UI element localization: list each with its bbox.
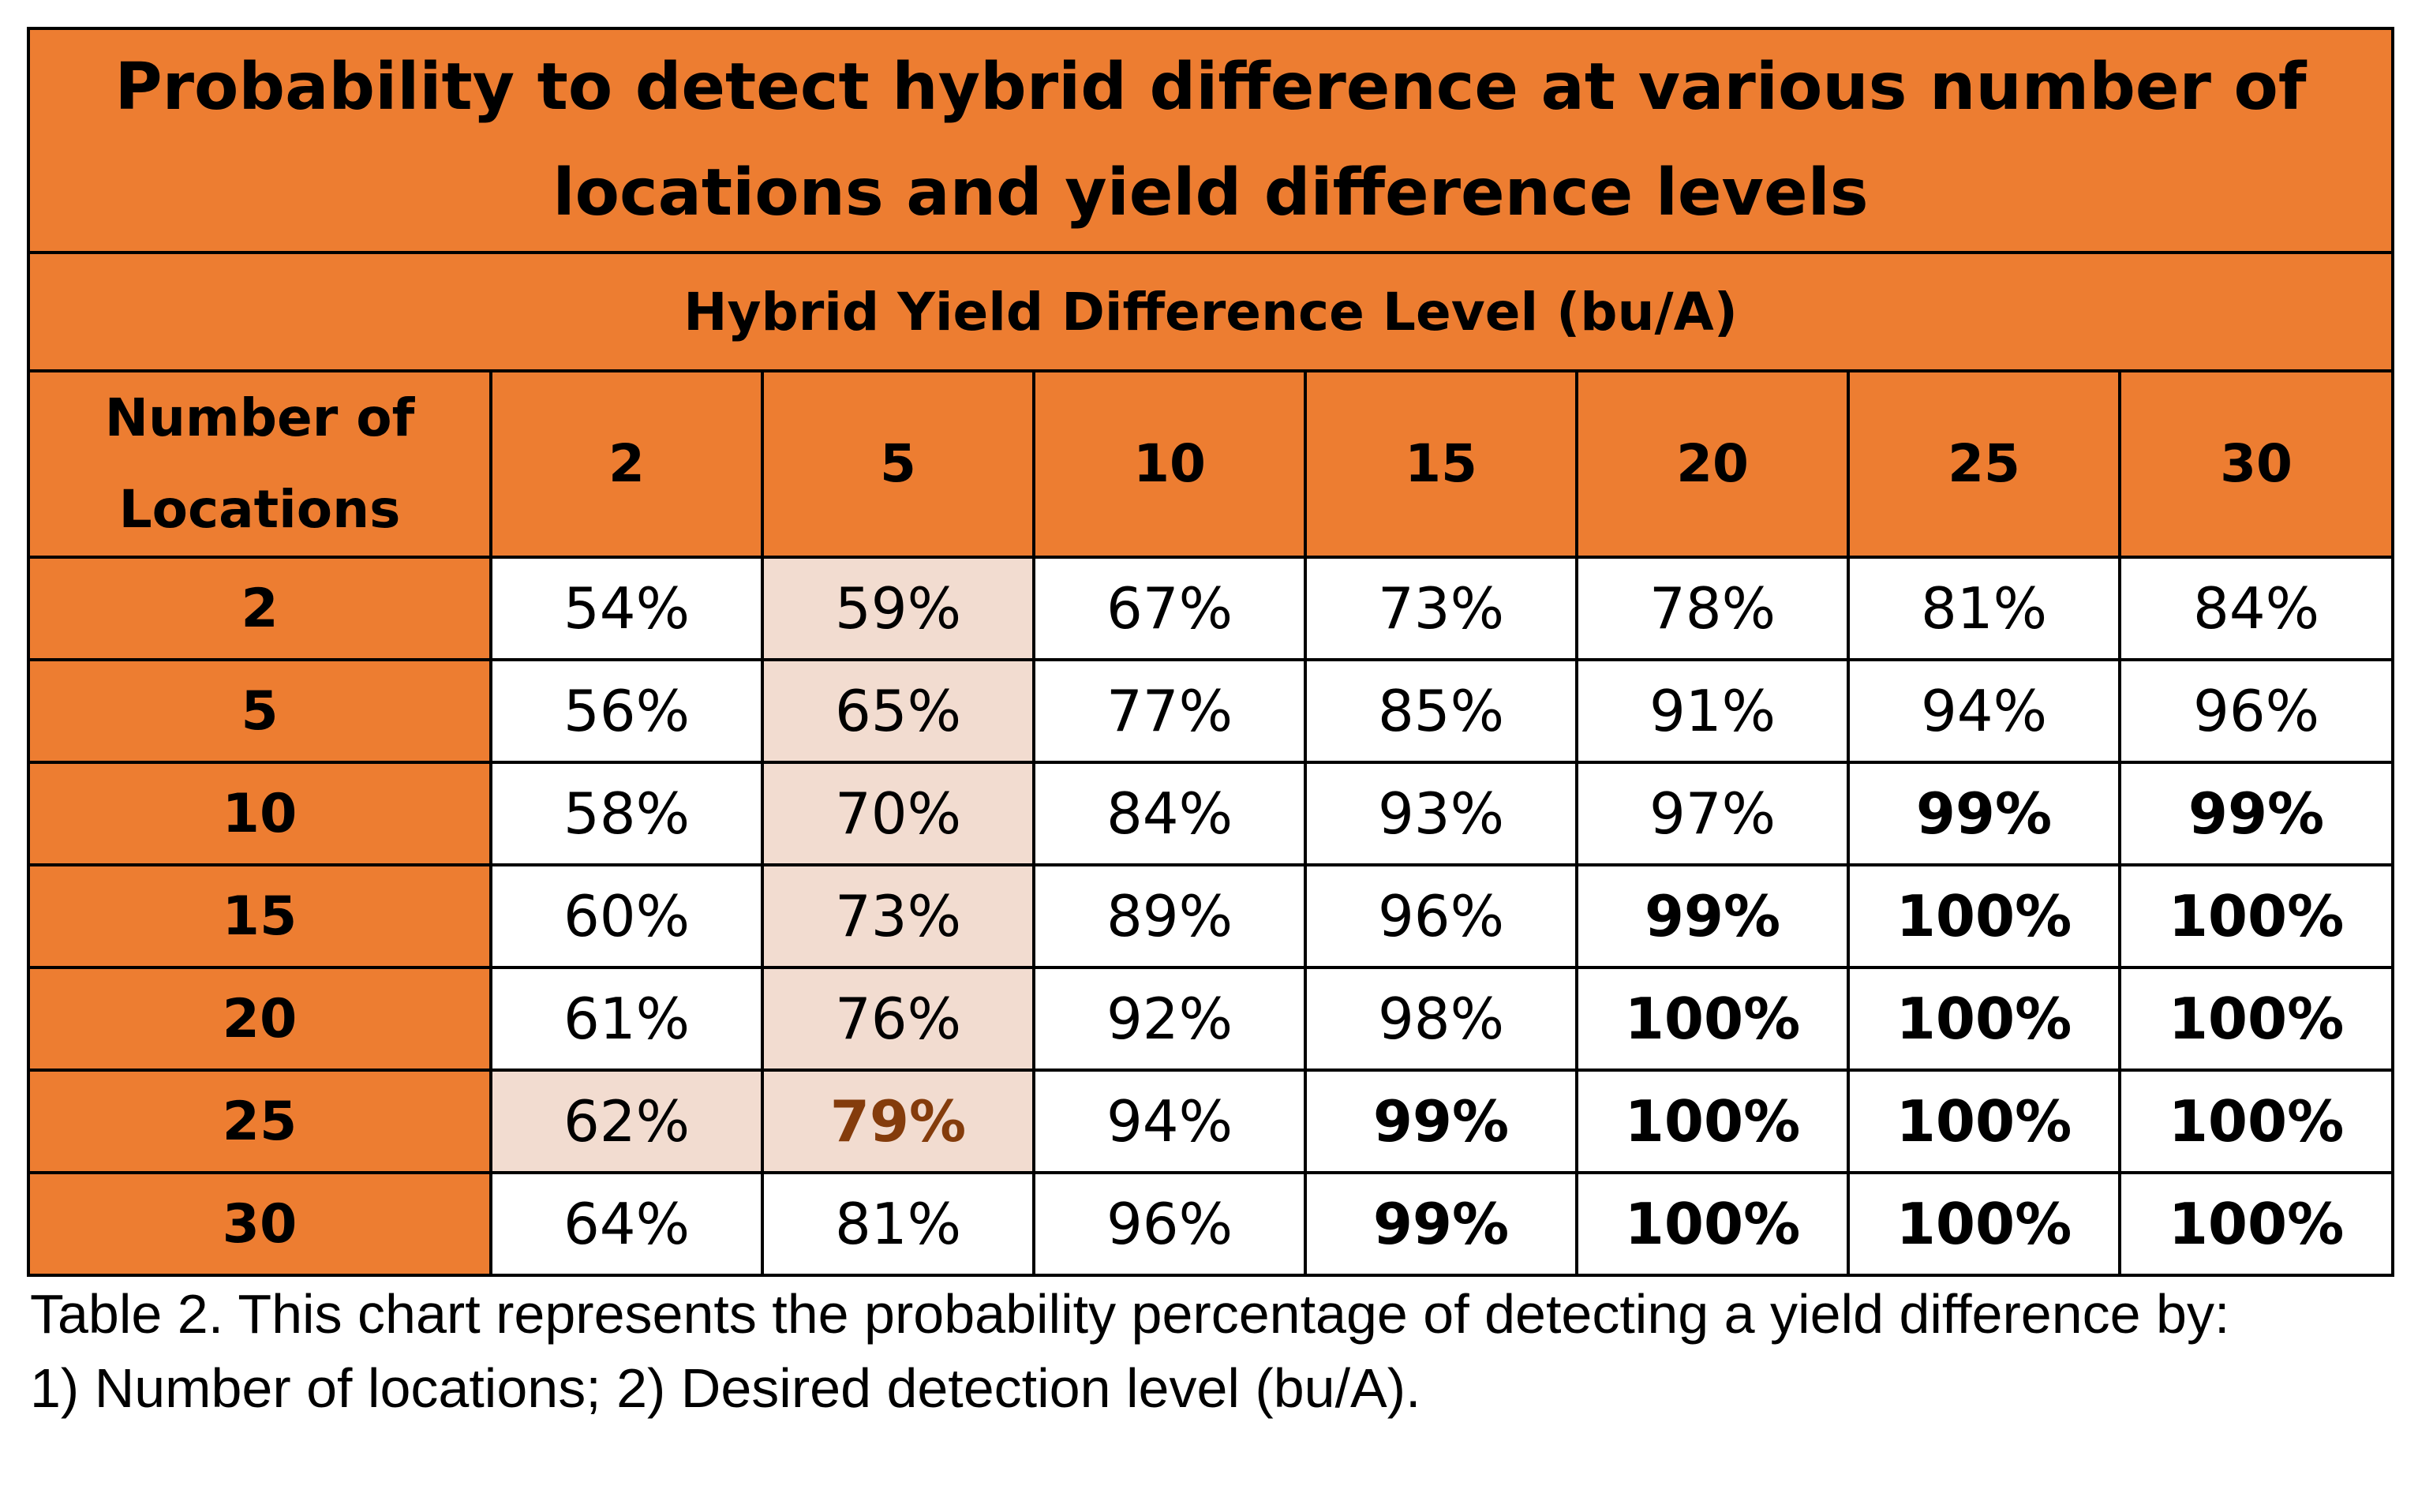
table-cell: 99% xyxy=(1575,863,1850,969)
column-header: 15 xyxy=(1304,369,1578,559)
column-header: 2 xyxy=(489,369,764,559)
table-cell: 100% xyxy=(2117,1171,2395,1277)
table-cell: 78% xyxy=(1575,556,1850,661)
table-cell: 81% xyxy=(1847,556,2121,661)
table-cell: 100% xyxy=(1847,1069,2121,1174)
table-row: 15 60% 73% 89% 96% 99% 100% 100% xyxy=(27,863,2395,969)
column-header: 25 xyxy=(1847,369,2121,559)
row-label: 25 xyxy=(27,1069,492,1174)
table-cell: 67% xyxy=(1032,556,1307,661)
table-cell: 93% xyxy=(1304,761,1578,866)
table-cell: 65% xyxy=(761,658,1035,764)
table-cell: 100% xyxy=(2117,863,2395,969)
table-cell: 94% xyxy=(1032,1069,1307,1174)
table-cell: 100% xyxy=(1847,863,2121,969)
table-cell: 98% xyxy=(1304,966,1578,1072)
table-cell: 60% xyxy=(489,863,764,969)
table-cell: 99% xyxy=(1304,1069,1578,1174)
table-cell: 76% xyxy=(761,966,1035,1072)
row-label: 5 xyxy=(27,658,492,764)
table-cell: 97% xyxy=(1575,761,1850,866)
table-row: 30 64% 81% 96% 99% 100% 100% 100% xyxy=(27,1171,2395,1277)
table-cell: 64% xyxy=(489,1171,764,1277)
row-label: 20 xyxy=(27,966,492,1072)
table-cell: 56% xyxy=(489,658,764,764)
table-cell: 94% xyxy=(1847,658,2121,764)
table-cell: 70% xyxy=(761,761,1035,866)
table-cell: 96% xyxy=(2117,658,2395,764)
column-header: 5 xyxy=(761,369,1035,559)
table-row: 10 58% 70% 84% 93% 97% 99% 99% xyxy=(27,761,2395,866)
table-cell: 73% xyxy=(1304,556,1578,661)
table-caption: Table 2. This chart represents the proba… xyxy=(30,1277,2397,1425)
table-title: Probability to detect hybrid difference … xyxy=(26,27,2395,254)
table-cell: 96% xyxy=(1304,863,1578,969)
caption-line: Table 2. This chart represents the proba… xyxy=(30,1283,2230,1345)
table-cell: 61% xyxy=(489,966,764,1072)
table-cell: 91% xyxy=(1575,658,1850,764)
table-cell: 96% xyxy=(1032,1171,1307,1277)
row-label: 30 xyxy=(27,1171,492,1277)
table-cell: 100% xyxy=(1575,1171,1850,1277)
row-header-label: Number of Locations xyxy=(27,369,492,559)
table-cell-highlighted: 79% xyxy=(761,1069,1035,1174)
table-cell: 89% xyxy=(1032,863,1307,969)
table-row: 20 61% 76% 92% 98% 100% 100% 100% xyxy=(27,966,2395,1072)
table-cell: 54% xyxy=(489,556,764,661)
caption-line: 1) Number of locations; 2) Desired detec… xyxy=(30,1357,1421,1419)
table-cell: 99% xyxy=(1304,1171,1578,1277)
table-cell: 100% xyxy=(2117,966,2395,1072)
table-cell: 77% xyxy=(1032,658,1307,764)
table-cell: 100% xyxy=(1575,1069,1850,1174)
table-cell: 85% xyxy=(1304,658,1578,764)
table-cell: 84% xyxy=(2117,556,2395,661)
row-label: 15 xyxy=(27,863,492,969)
table-cell: 100% xyxy=(1575,966,1850,1072)
table-cell: 84% xyxy=(1032,761,1307,866)
table-cell: 58% xyxy=(489,761,764,866)
row-label: 10 xyxy=(27,761,492,866)
column-header: 20 xyxy=(1575,369,1850,559)
row-label: 2 xyxy=(27,556,492,661)
table-cell: 92% xyxy=(1032,966,1307,1072)
table-cell: 99% xyxy=(1847,761,2121,866)
table-cell: 100% xyxy=(2117,1069,2395,1174)
column-header: 30 xyxy=(2117,369,2395,559)
probability-table: Probability to detect hybrid difference … xyxy=(26,27,2395,1277)
table-row: 2 54% 59% 67% 73% 78% 81% 84% xyxy=(27,556,2395,661)
column-header: 10 xyxy=(1032,369,1307,559)
table-cell: 99% xyxy=(2117,761,2395,866)
table-cell: 100% xyxy=(1847,1171,2121,1277)
table-cell: 62% xyxy=(489,1069,764,1174)
table-cell: 59% xyxy=(761,556,1035,661)
table-row: 5 56% 65% 77% 85% 91% 94% 96% xyxy=(27,658,2395,764)
table-cell: 81% xyxy=(761,1171,1035,1277)
table-subtitle: Hybrid Yield Difference Level (bu/A) xyxy=(26,251,2395,372)
table-cell: 100% xyxy=(1847,966,2121,1072)
table-cell: 73% xyxy=(761,863,1035,969)
table-row: 25 62% 79% 94% 99% 100% 100% 100% xyxy=(27,1069,2395,1174)
